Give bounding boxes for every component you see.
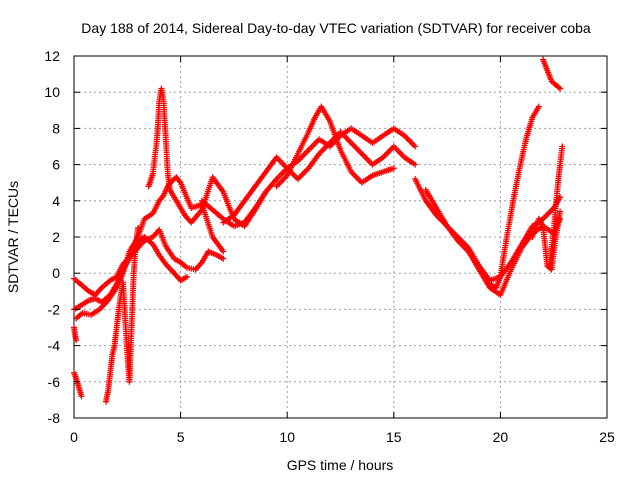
tick-labels: 0 5 10 15 20 25 -8 -6 -4 -2 0 2 4 6 8 10 12	[44, 48, 615, 445]
data-point	[390, 165, 397, 172]
data-point	[78, 393, 85, 400]
x-tick-label: 25	[599, 429, 615, 445]
series-arc-4	[145, 85, 269, 230]
y-tick-label: 6	[52, 157, 60, 173]
data-point	[73, 337, 80, 344]
data-point	[535, 103, 542, 110]
series-arc-5	[102, 224, 141, 405]
x-tick-label: 15	[386, 429, 402, 445]
y-tick-label: -4	[48, 338, 61, 354]
data-point	[412, 143, 419, 150]
x-tick-label: 20	[493, 429, 509, 445]
x-tick-label: 0	[70, 429, 78, 445]
data-point	[220, 248, 227, 255]
y-tick-label: 4	[52, 193, 60, 209]
data-point	[134, 224, 141, 231]
series-arc-8	[198, 125, 419, 230]
data-point	[220, 255, 227, 262]
series-arc-13	[486, 103, 542, 291]
y-tick-label: -6	[48, 374, 61, 390]
x-tick-label: 5	[177, 429, 185, 445]
y-tick-label: -2	[48, 301, 61, 317]
series-arc-7	[71, 324, 80, 344]
chart-title: Day 188 of 2014, Sidereal Day-to-day VTE…	[81, 20, 591, 36]
y-tick-label: -8	[48, 410, 61, 426]
x-tick-label: 10	[279, 429, 295, 445]
y-axis-label: SDTVAR / TECUs	[5, 181, 21, 293]
y-tick-label: 8	[52, 120, 60, 136]
series-arc-3	[73, 174, 227, 322]
series-arc-9	[220, 129, 419, 226]
data-point	[559, 143, 566, 150]
y-tick-label: 0	[52, 265, 60, 281]
data-points	[71, 56, 566, 405]
data-point	[412, 161, 419, 168]
data-point	[183, 273, 190, 280]
y-tick-label: 2	[52, 229, 60, 245]
series-arc-14	[540, 56, 564, 92]
y-tick-label: 12	[44, 48, 60, 64]
series-arc-16	[546, 143, 566, 269]
y-tick-label: 10	[44, 84, 60, 100]
series-arc-6	[71, 369, 85, 400]
data-point	[557, 85, 564, 92]
series-arc-10	[273, 103, 397, 190]
data-point	[557, 208, 564, 215]
x-axis-label: GPS time / hours	[287, 457, 394, 473]
